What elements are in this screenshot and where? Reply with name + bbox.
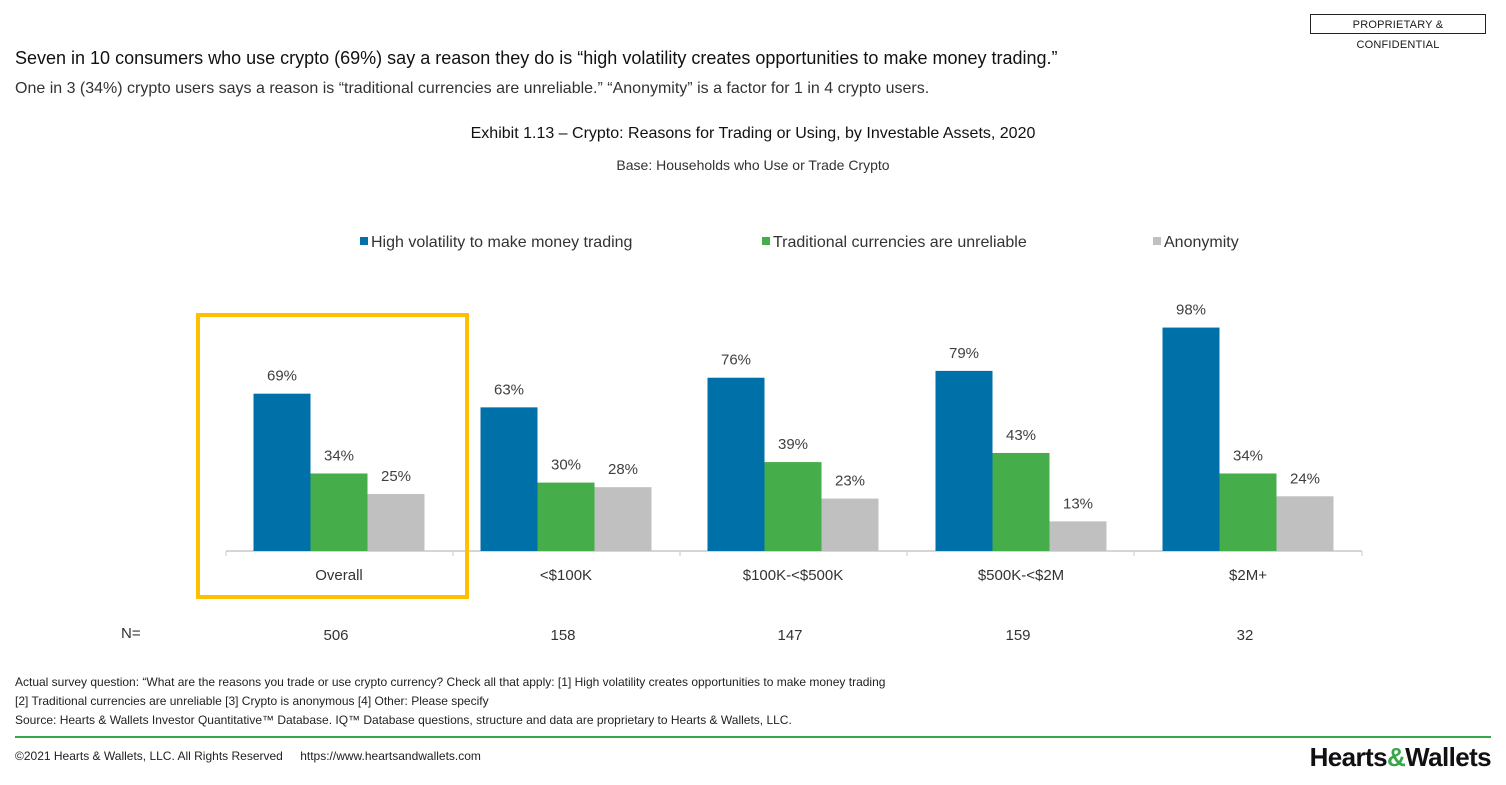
legend-swatch-1 <box>360 237 368 245</box>
data-label-4-series-2: 43% <box>1006 427 1036 444</box>
n-label: N= <box>121 625 141 642</box>
footnote-survey-options: [2] Traditional currencies are unreliabl… <box>15 694 489 708</box>
bar-5-series-1 <box>1162 327 1220 551</box>
headline: Seven in 10 consumers who use crypto (69… <box>15 48 1058 68</box>
n-value-1: 506 <box>323 627 348 644</box>
data-label-3-series-1: 76% <box>721 352 751 369</box>
subheadline: One in 3 (34%) crypto users says a reaso… <box>15 80 930 97</box>
bar-2-series-2 <box>537 482 595 551</box>
confidential-badge: PROPRIETARY & CONFIDENTIAL <box>1310 14 1486 51</box>
category-label-2: <$100K <box>540 567 592 584</box>
data-label-4-series-3: 13% <box>1063 495 1093 512</box>
legend-label-3: Anonymity <box>1164 234 1239 251</box>
data-label-1-series-2: 34% <box>324 447 354 464</box>
data-label-1-series-1: 69% <box>267 368 297 385</box>
bar-1-series-2 <box>310 473 368 551</box>
legend-swatch-2 <box>762 237 770 245</box>
bar-5-series-3 <box>1276 496 1334 551</box>
hearts-wallets-logo: Hearts&Wallets <box>1309 742 1492 772</box>
data-label-4-series-1: 79% <box>949 345 979 362</box>
legend-label-1: High volatility to make money trading <box>371 234 632 251</box>
bar-3-series-3 <box>821 498 879 551</box>
n-value-4: 159 <box>1005 627 1030 644</box>
data-label-3-series-2: 39% <box>778 436 808 453</box>
bar-chart: High volatility to make money trading Tra… <box>121 234 1363 644</box>
chart-subtitle: Base: Households who Use or Trade Crypto <box>616 157 890 173</box>
footnotes: Actual survey question: “What are the re… <box>15 673 885 730</box>
website-link[interactable]: https://www.heartsandwallets.com <box>300 749 481 763</box>
footnote-source: Source: Hearts & Wallets Investor Quanti… <box>15 713 792 727</box>
n-value-3: 147 <box>777 627 802 644</box>
data-label-2-series-2: 30% <box>551 457 581 474</box>
n-value-5: 32 <box>1237 627 1254 644</box>
chart-title: Exhibit 1.13 – Crypto: Reasons for Tradi… <box>470 125 1036 142</box>
highlight-box <box>196 313 469 599</box>
footer-text: ©2021 Hearts & Wallets, LLC. All Rights … <box>15 749 481 763</box>
bar-4-series-2 <box>992 452 1050 551</box>
category-label-3: $100K-<$500K <box>743 567 844 584</box>
data-label-5-series-3: 24% <box>1290 470 1320 487</box>
bar-4-series-3 <box>1049 521 1107 551</box>
n-value-2: 158 <box>550 627 575 644</box>
bar-4-series-1 <box>935 370 993 551</box>
bar-5-series-2 <box>1219 473 1277 551</box>
data-label-5-series-1: 98% <box>1176 302 1206 319</box>
category-label-5: $2M+ <box>1229 567 1267 584</box>
data-label-1-series-3: 25% <box>381 468 411 485</box>
footnote-survey-question: Actual survey question: “What are the re… <box>15 675 886 689</box>
category-label-4: $500K-<$2M <box>978 567 1064 584</box>
data-label-3-series-3: 23% <box>835 473 865 490</box>
bar-2-series-1 <box>480 407 538 551</box>
bar-1-series-3 <box>367 494 425 551</box>
footer-divider <box>15 736 1491 738</box>
legend-swatch-3 <box>1153 237 1161 245</box>
data-label-2-series-1: 63% <box>494 381 524 398</box>
bar-1-series-1 <box>253 393 311 551</box>
legend-label-2: Traditional currencies are unreliable <box>773 234 1027 251</box>
bar-2-series-3 <box>594 487 652 551</box>
data-label-5-series-2: 34% <box>1233 447 1263 464</box>
data-label-2-series-3: 28% <box>608 461 638 478</box>
bar-3-series-1 <box>707 377 765 551</box>
bar-3-series-2 <box>764 462 822 551</box>
category-label-1: Overall <box>315 567 363 584</box>
copyright-text: ©2021 Hearts & Wallets, LLC. All Rights … <box>15 749 283 763</box>
